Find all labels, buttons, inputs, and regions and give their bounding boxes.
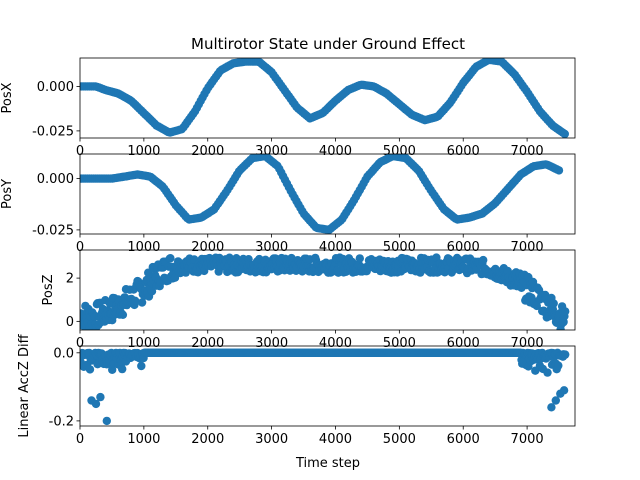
x-tick-label: 0	[76, 432, 84, 447]
x-tick-label: 2000	[191, 336, 224, 351]
scatter-points	[80, 253, 570, 330]
axes-frame	[79, 153, 576, 235]
y-tick-label: -0.025	[32, 223, 74, 238]
x-tick-label: 2000	[191, 240, 224, 255]
x-tick-label: 6000	[447, 336, 480, 351]
data-point	[96, 392, 105, 402]
data-point	[166, 254, 175, 263]
data-point	[554, 166, 564, 175]
scatter-points	[80, 154, 564, 234]
axes-frame	[79, 249, 576, 331]
x-tick-label: 4000	[319, 336, 352, 351]
x-tick-label: 3000	[255, 336, 288, 351]
data-point	[549, 299, 558, 308]
x-tick-label: 0	[76, 144, 84, 159]
data-point	[91, 399, 101, 409]
data-point	[147, 287, 157, 296]
x-tick-label: 1000	[127, 144, 160, 159]
scatter-points	[80, 348, 570, 426]
x-tick-label: 1000	[127, 240, 160, 255]
x-tick-label: 7000	[511, 432, 544, 447]
data-point	[85, 365, 95, 374]
data-point	[551, 396, 560, 405]
x-tick-label: 1000	[127, 432, 160, 447]
x-tick-label: 6000	[447, 432, 480, 447]
x-tick-label: 3000	[255, 432, 288, 447]
x-axis-label: Time step	[295, 456, 360, 471]
y-tick-label: 0	[66, 315, 74, 330]
data-point	[543, 368, 552, 377]
y-tick-label: -0.2	[49, 414, 74, 429]
x-tick-label: 6000	[447, 144, 480, 159]
x-tick-label: 2000	[191, 144, 224, 159]
x-tick-label: 4000	[319, 144, 352, 159]
x-tick-label: 4000	[319, 432, 352, 447]
x-tick-label: 7000	[511, 240, 544, 255]
y-axis-label: PosX	[0, 82, 15, 113]
data-point	[503, 266, 512, 276]
x-tick-label: 3000	[255, 240, 288, 255]
data-point	[137, 298, 147, 307]
x-tick-label: 2000	[191, 432, 224, 447]
subplot-2: 0 1000 2000 3000 4000 5000 6000 7000 0.000 -0.025…	[0, 153, 576, 255]
y-tick-label: 0.000	[37, 172, 74, 187]
data-point	[118, 310, 128, 319]
x-tick-label: 5000	[383, 432, 416, 447]
data-point	[102, 416, 112, 426]
data-point	[479, 255, 488, 265]
subplot-3: 0 1000 2000 3000 4000 5000 6000 7000 0 2 PosZ	[41, 249, 576, 351]
data-point	[355, 254, 364, 263]
data-point	[559, 386, 569, 395]
data-point	[561, 307, 570, 316]
data-point	[131, 296, 140, 305]
data-point	[560, 129, 569, 138]
y-axis-label: PosY	[0, 179, 15, 209]
x-tick-label: 0	[76, 336, 84, 351]
data-point	[144, 268, 153, 277]
axes-frame	[79, 57, 576, 139]
data-point	[532, 301, 541, 311]
axes-frame	[79, 345, 576, 427]
x-tick-label: 6000	[447, 240, 480, 255]
x-tick-label: 5000	[383, 240, 416, 255]
subplot-4: 0 1000 2000 3000 4000 5000 6000 7000 0.0 -0.2 Line…	[17, 333, 576, 447]
data-point	[561, 350, 570, 359]
data-point	[170, 273, 180, 282]
x-tick-label: 0	[76, 240, 84, 255]
chart-title: Multirotor State under Ground Effect	[191, 35, 465, 53]
data-point	[547, 403, 556, 412]
y-axis-label: Linear AccZ Diff	[17, 333, 32, 437]
x-tick-label: 1000	[127, 336, 160, 351]
data-point	[118, 364, 127, 374]
x-tick-label: 7000	[511, 144, 544, 159]
y-tick-label: 0.000	[37, 80, 74, 95]
scatter-points	[80, 58, 569, 138]
x-tick-label: 5000	[383, 336, 416, 351]
y-axis-label: PosZ	[41, 274, 56, 305]
y-tick-label: 2	[66, 272, 74, 287]
x-tick-label: 7000	[511, 336, 544, 351]
data-point	[137, 361, 146, 371]
y-tick-label: -0.025	[32, 124, 74, 139]
subplot-1: 0 1000 2000 3000 4000 5000 6000 70000.000-0.025…	[0, 57, 576, 159]
x-tick-label: 4000	[319, 240, 352, 255]
data-point	[554, 361, 563, 370]
y-tick-label: 0.0	[53, 346, 74, 361]
